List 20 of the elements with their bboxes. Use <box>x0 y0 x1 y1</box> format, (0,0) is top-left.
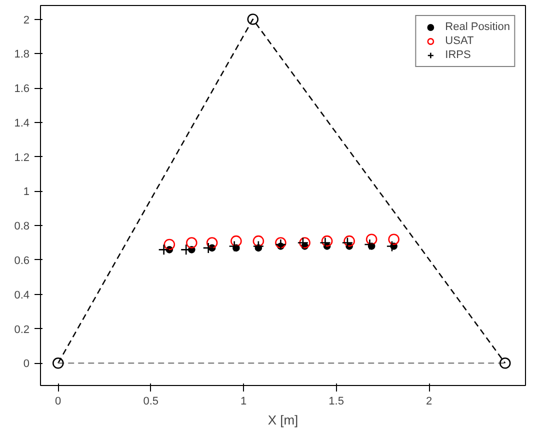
legend-label: IRPS <box>445 48 471 62</box>
y-tick-label: 1.8 <box>14 48 30 61</box>
y-tick-label: 0 <box>23 358 30 370</box>
y-tick-label: 1.6 <box>14 83 30 96</box>
x-axis-title: X [m] <box>268 412 298 428</box>
y-tick-label: 0.8 <box>14 220 30 233</box>
y-tick-label: 2 <box>23 14 30 26</box>
y-tick-label: 0.2 <box>14 324 30 336</box>
x-tick-label: 2 <box>426 396 432 408</box>
y-tick-label: 0.4 <box>14 289 30 302</box>
y-tick-label: 1.4 <box>14 117 30 130</box>
x-tick-label: 1 <box>240 396 247 408</box>
legend-label: Real Position <box>445 20 510 34</box>
y-tick-label: 1.2 <box>14 152 30 164</box>
y-tick-label: 1 <box>23 186 30 198</box>
x-tick-label: 0 <box>55 396 62 408</box>
x-tick-label: 1.5 <box>328 396 344 408</box>
x-tick-label: 0.5 <box>143 396 159 408</box>
legend-label: USAT <box>445 34 474 48</box>
y-tick-label: 0.6 <box>14 254 30 267</box>
